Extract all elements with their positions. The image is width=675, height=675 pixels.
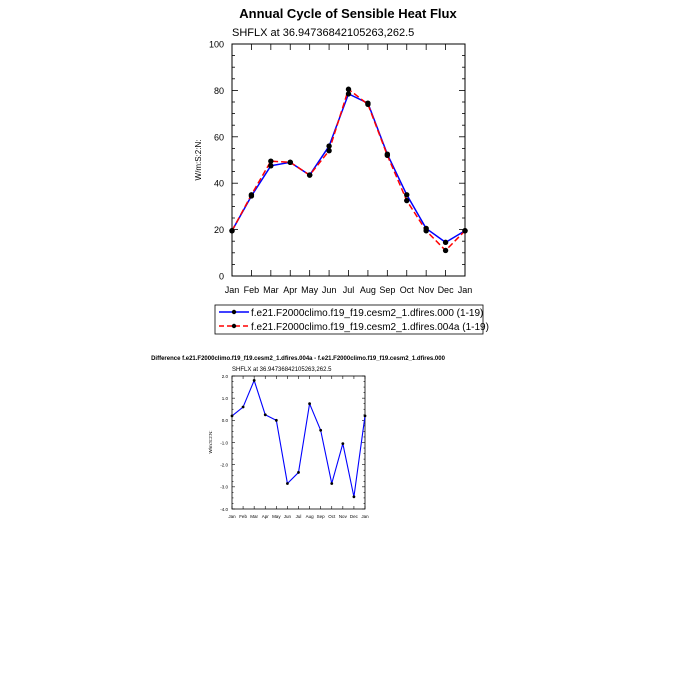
main-xtick-label: Oct xyxy=(400,285,415,295)
main-series-1-point xyxy=(326,143,332,149)
diff-ytick-label: 2.0 xyxy=(222,374,229,379)
main-xtick-label: Jul xyxy=(343,285,355,295)
main-series-1-point xyxy=(442,239,449,246)
diff-ytick-label: -4.0 xyxy=(220,507,228,512)
diff-xtick-label: Jan xyxy=(228,514,236,519)
diff-ytick-label: 0.0 xyxy=(222,418,229,423)
main-ytick-label: 80 xyxy=(214,86,224,96)
main-legend: f.e21.F2000climo.f19_f19.cesm2_1.dfires.… xyxy=(214,304,489,335)
diff-series-1-point xyxy=(341,442,345,446)
diff-series-1-point xyxy=(352,495,356,499)
main-series-2-point xyxy=(306,172,313,178)
diff-series-1-point xyxy=(330,482,334,485)
diff-series-1-point xyxy=(297,471,300,474)
diff-series-1-point xyxy=(241,405,245,409)
diff-xtick-label: Apr xyxy=(262,514,270,519)
diff-chart-title: Difference f.e21.F2000climo.f19_f19.cesm… xyxy=(151,356,446,362)
main-series-2-point xyxy=(423,228,429,234)
diff-xtick-label: Jun xyxy=(284,514,292,519)
main-series-2-point xyxy=(365,101,371,108)
diff-xtick-label: Mar xyxy=(250,514,258,519)
main-series-group xyxy=(229,86,468,254)
diff-ytick-label: -1.0 xyxy=(220,440,228,445)
diff-ytick-label: -2.0 xyxy=(220,462,228,467)
diff-xtick-label: Jul xyxy=(296,514,302,519)
diff-series-1-point xyxy=(274,418,278,422)
difference-chart: Difference f.e21.F2000climo.f19_f19.cesm… xyxy=(151,356,446,519)
main-series-2-point xyxy=(229,228,235,234)
diff-series-1-point xyxy=(230,414,234,418)
main-xtick-label: Jun xyxy=(322,285,337,295)
main-y-ticks: 0 20 40 60 80 100 xyxy=(209,40,465,282)
diff-x-ticks: Jan Feb Mar Apr May Jun Jul Aug Sep Oct Nov Dec Jan xyxy=(228,376,369,519)
main-chart-subtitle: SHFLX at 36.94736842105263,262.5 xyxy=(232,27,414,39)
legend-label-series-2: f.e21.F2000climo.f19_f19.cesm2_1.dfires.… xyxy=(251,322,489,333)
diff-series-1-point xyxy=(319,428,323,432)
main-xtick-label: Apr xyxy=(283,285,297,295)
diff-xtick-label: May xyxy=(272,514,281,519)
main-series-2-point xyxy=(345,86,352,92)
main-series-1-line xyxy=(231,93,466,244)
main-xtick-label: Sep xyxy=(379,285,395,295)
main-series-2-line xyxy=(231,88,466,252)
main-series-2-point xyxy=(462,228,468,234)
main-xtick-label: Aug xyxy=(360,285,376,295)
main-xtick-label: Dec xyxy=(438,285,455,295)
main-series-1-point xyxy=(404,192,410,198)
diff-xtick-label: Dec xyxy=(350,514,359,519)
main-xtick-label: Feb xyxy=(244,285,260,295)
main-xtick-label: May xyxy=(301,285,319,295)
diff-series-1-point xyxy=(286,482,289,485)
diff-chart-subtitle: SHFLX at 36.94736842105263,262.5 xyxy=(232,367,332,373)
diff-xtick-label: Jan xyxy=(361,514,369,519)
main-plot-frame xyxy=(231,43,466,277)
main-chart: Annual Cycle of Sensible Heat Flux SHFLX… xyxy=(194,6,489,335)
main-series-2-point xyxy=(287,159,293,166)
main-ytick-label: 0 xyxy=(219,272,224,282)
main-series-2-point xyxy=(404,197,410,204)
main-ytick-label: 40 xyxy=(214,179,224,189)
main-ytick-label: 60 xyxy=(214,132,224,142)
diff-y-axis-label: W/m:S:2:N: xyxy=(208,430,213,453)
diff-series-1-line xyxy=(231,379,366,498)
main-xtick-label: Jan xyxy=(225,285,240,295)
diff-series-group xyxy=(230,379,367,499)
main-series-1-point xyxy=(268,163,274,169)
diff-xtick-label: Sep xyxy=(317,514,326,519)
diff-series-1-point xyxy=(263,413,267,417)
diff-xtick-label: Oct xyxy=(328,514,336,519)
diff-series-1-point xyxy=(308,402,311,406)
main-series-2-point xyxy=(384,152,391,159)
main-ytick-label: 20 xyxy=(214,225,224,235)
main-series-1-point xyxy=(345,91,352,97)
main-series-2-point xyxy=(268,158,274,164)
diff-xtick-label: Nov xyxy=(339,514,348,519)
main-xtick-label: Nov xyxy=(418,285,435,295)
diff-xtick-label: Aug xyxy=(306,514,315,519)
main-xtick-label: Mar xyxy=(263,285,279,295)
main-series-2-point xyxy=(442,247,449,254)
legend-marker-series-1 xyxy=(231,309,237,315)
main-series-2-point xyxy=(248,192,255,198)
main-xtick-label: Jan xyxy=(458,285,473,295)
legend-label-series-1: f.e21.F2000climo.f19_f19.cesm2_1.dfires.… xyxy=(251,308,483,319)
diff-series-1-point xyxy=(363,414,367,418)
legend-frame xyxy=(214,304,484,335)
main-chart-title: Annual Cycle of Sensible Heat Flux xyxy=(239,6,457,21)
diff-ytick-label: 1.0 xyxy=(222,396,229,401)
diff-plot-frame xyxy=(231,375,366,510)
main-ytick-label: 100 xyxy=(209,40,224,50)
diff-ytick-label: -3.0 xyxy=(220,485,228,490)
main-series-2-point xyxy=(326,148,332,154)
legend-marker-series-2 xyxy=(231,323,237,329)
main-x-ticks: Jan Feb Mar Apr May Jun Jul Aug Sep Oct Nov Dec Jan xyxy=(225,44,473,295)
diff-xtick-label: Feb xyxy=(239,514,247,519)
diff-series-1-point xyxy=(252,379,256,382)
main-y-axis-label: W/m:S:2:N: xyxy=(194,140,203,181)
